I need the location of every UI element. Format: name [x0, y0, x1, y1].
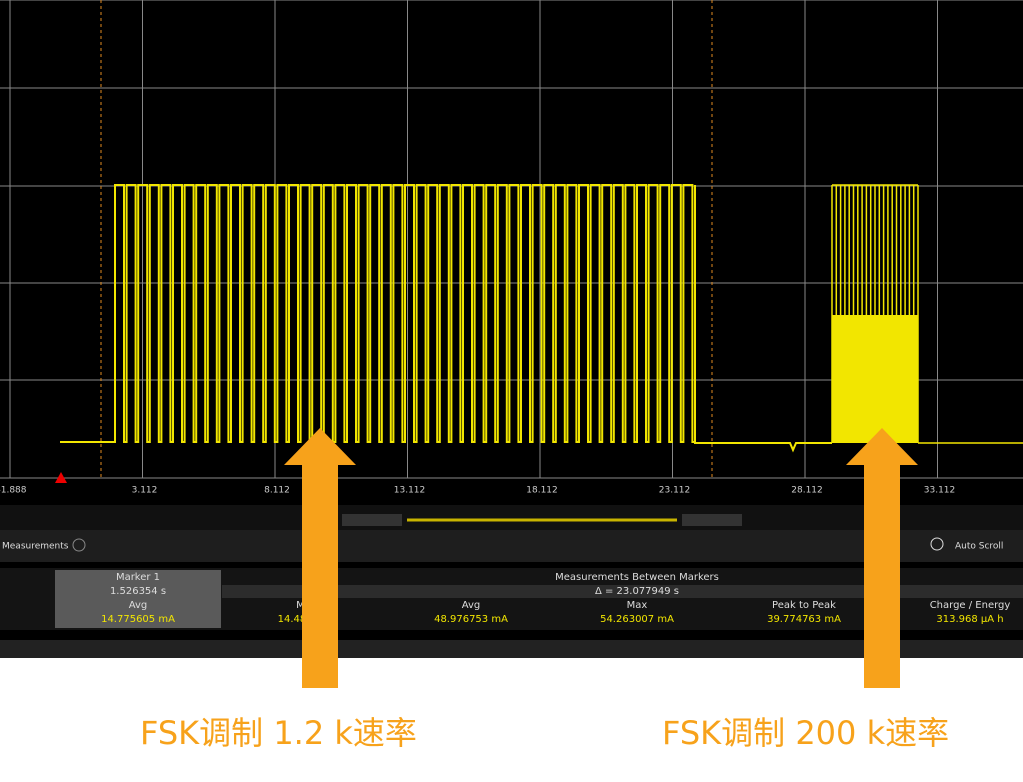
annotation: FSK调制 200 k速率 [662, 714, 949, 752]
burst-trace [831, 184, 1023, 444]
axis-label: 33.112 [924, 486, 956, 496]
header: Δ = 23.077949 s [595, 586, 679, 597]
icon[interactable] [930, 537, 944, 551]
toolbar [0, 530, 1023, 562]
axis-label: 23.112 [659, 486, 691, 496]
header: Marker 1 [116, 572, 160, 583]
axis-label: 28.112 [791, 486, 823, 496]
header: Measurements Between Markers [555, 572, 719, 583]
panel-title[interactable]: Measurements [2, 542, 69, 552]
header: Avg [462, 600, 481, 611]
status-bar [0, 640, 1023, 658]
value: 48.976753 mA [434, 614, 508, 625]
axis-label: 3.112 [132, 486, 158, 496]
axis-label: 8.112 [264, 486, 290, 496]
header: Peak to Peak [772, 600, 836, 611]
delta-cell [222, 585, 1023, 598]
value: 54.263007 mA [600, 614, 674, 625]
auto-scroll[interactable]: Auto Scroll [955, 542, 1003, 552]
scroll-area [0, 505, 1023, 530]
arrow [284, 428, 356, 688]
header: Charge / Energy [930, 600, 1011, 611]
annotation: FSK调制 1.2 k速率 [140, 714, 417, 752]
value: 313.968 µA h [936, 614, 1003, 625]
header: Max [627, 600, 648, 611]
time-axis: -1.888 3.112 8.112 13.112 18.112 23.112 28.112… [0, 486, 955, 496]
value: 14.775605 mA [101, 614, 175, 625]
trigger-marker [55, 472, 67, 483]
header: Avg [129, 600, 148, 611]
trace [60, 184, 832, 453]
waveform [60, 184, 1023, 453]
axis-label: 13.112 [394, 486, 426, 496]
axis-label: -1.888 [0, 486, 27, 496]
arrow [846, 428, 918, 688]
scroll-button[interactable] [682, 514, 742, 526]
scroll-button[interactable] [342, 514, 402, 526]
icon[interactable] [72, 538, 86, 552]
marker-cell [55, 570, 221, 628]
axis-label: 18.112 [526, 486, 558, 496]
header: 1.526354 s [110, 586, 166, 597]
value: 39.774763 mA [767, 614, 841, 625]
